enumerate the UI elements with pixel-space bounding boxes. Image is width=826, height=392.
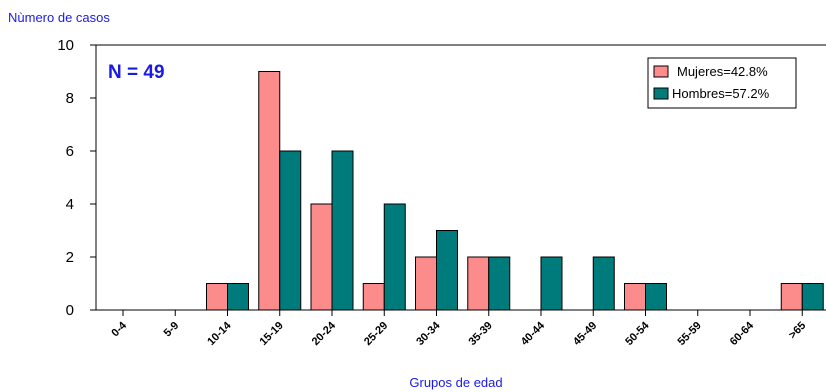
bar-hombres-over-65 xyxy=(801,283,824,311)
bar-mujeres-10-14 xyxy=(206,283,228,311)
bar-mujeres-50-54 xyxy=(624,283,646,311)
x-tick-label: 5-9 xyxy=(162,320,182,340)
x-tick-label: 20-24 xyxy=(310,319,339,348)
x-tick-label: 60-64 xyxy=(728,319,757,348)
x-tick-label: 15-19 xyxy=(257,320,285,348)
sample-size-annotation: N = 49 xyxy=(108,62,165,83)
x-tick-label: 40-44 xyxy=(519,319,548,348)
x-tick-label: >65 xyxy=(787,320,809,342)
x-axis-title: Grupos de edad xyxy=(409,375,502,390)
bar-hombres-50-54 xyxy=(645,283,667,311)
y-tick-label: 8 xyxy=(66,90,74,107)
bars-group xyxy=(206,71,824,311)
bar-hombres-10-14 xyxy=(227,283,249,311)
x-tick-label: 30-34 xyxy=(414,319,443,348)
legend-frame xyxy=(647,57,797,109)
x-tick-label: 55-59 xyxy=(675,320,703,348)
x-tick-label: 35-39 xyxy=(466,320,494,348)
y-ticks: 0 2 4 6 8 10 xyxy=(57,37,96,319)
legend: Mujeres=42.8% Hombres=57.2% xyxy=(647,57,797,109)
legend-swatch-hombres xyxy=(653,87,669,100)
bar-hombres-40-44 xyxy=(540,256,563,311)
x-tick-label: 50-54 xyxy=(623,319,652,348)
y-tick-label: 4 xyxy=(66,196,74,213)
bar-mujeres-20-24 xyxy=(310,203,333,311)
bar-hombres-35-39 xyxy=(488,256,511,311)
bar-hombres-20-24 xyxy=(331,150,354,311)
y-tick-label: 2 xyxy=(66,249,74,266)
bar-hombres-30-34 xyxy=(436,230,458,311)
bar-mujeres-25-29 xyxy=(362,283,385,311)
legend-label-hombres: Hombres=57.2% xyxy=(672,86,770,101)
legend-label-mujeres: Mujeres=42.8% xyxy=(677,64,768,79)
x-ticks: 0-4 5-9 10-14 15-19 20-24 25-29 30-34 35-39 40-4… xyxy=(109,310,808,348)
bar-mujeres-30-34 xyxy=(415,256,437,311)
bar-mujeres-35-39 xyxy=(467,256,490,311)
bar-mujeres-15-19 xyxy=(258,71,281,311)
x-tick-label: 45-49 xyxy=(571,320,599,348)
x-tick-label: 25-29 xyxy=(362,320,390,348)
bar-hombres-45-49 xyxy=(592,256,615,311)
x-tick-label: 0-4 xyxy=(109,319,129,339)
bar-hombres-15-19 xyxy=(279,150,302,311)
legend-swatch-mujeres xyxy=(653,65,669,78)
bar-hombres-25-29 xyxy=(383,203,406,311)
y-tick-label: 0 xyxy=(66,302,74,319)
y-tick-label: 6 xyxy=(66,143,74,160)
bar-mujeres-over-65 xyxy=(780,283,803,311)
y-axis-title: Nùmero de casos xyxy=(8,10,110,25)
x-tick-label: 10-14 xyxy=(205,319,234,348)
y-tick-label: 10 xyxy=(57,37,74,54)
